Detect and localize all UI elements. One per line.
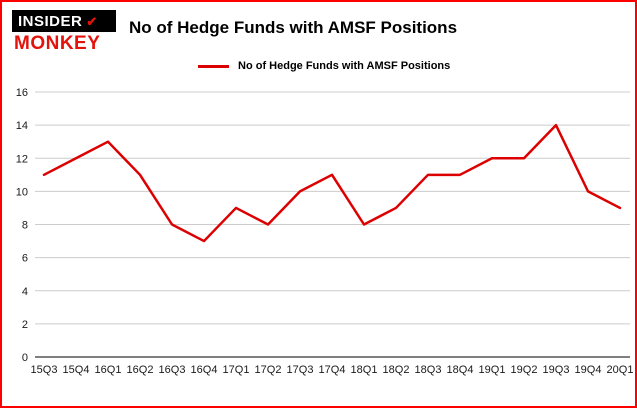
y-tick-label: 0 bbox=[22, 352, 28, 364]
x-tick-label: 16Q3 bbox=[159, 364, 186, 376]
logo-top-row: INSIDER ✔ bbox=[12, 10, 116, 32]
x-tick-label: 16Q2 bbox=[127, 364, 154, 376]
logo-check-icon: ✔ bbox=[86, 13, 98, 29]
x-tick-label: 17Q4 bbox=[319, 364, 346, 376]
y-tick-label: 16 bbox=[16, 87, 28, 99]
line-chart: 0 2 4 6 8 10 12 14 16 15Q3 15Q4 16Q1 16Q2 16Q3 16Q4 17Q… bbox=[16, 87, 634, 376]
insider-monkey-logo: INSIDER ✔ MONKEY bbox=[12, 10, 124, 55]
x-tick-label: 15Q3 bbox=[31, 364, 58, 376]
x-tick-label: 15Q4 bbox=[63, 364, 90, 376]
x-tick-label: 17Q2 bbox=[255, 364, 282, 376]
legend-line-swatch bbox=[198, 64, 229, 68]
x-tick-label: 18Q2 bbox=[383, 364, 410, 376]
x-tick-label: 17Q1 bbox=[223, 364, 250, 376]
y-tick-label: 8 bbox=[22, 220, 28, 232]
y-tick-label: 2 bbox=[22, 319, 28, 331]
x-tick-label: 16Q4 bbox=[191, 364, 218, 376]
x-tick-label: 19Q3 bbox=[543, 364, 570, 376]
y-tick-label: 6 bbox=[22, 253, 28, 265]
logo-text-insider: INSIDER bbox=[18, 13, 83, 30]
legend-label: No of Hedge Funds with AMSF Positions bbox=[238, 60, 451, 72]
x-tick-label: 18Q1 bbox=[351, 364, 378, 376]
x-tick-label: 18Q3 bbox=[415, 364, 442, 376]
y-tick-label: 10 bbox=[16, 186, 28, 198]
x-tick-label: 17Q3 bbox=[287, 364, 314, 376]
y-tick-label: 14 bbox=[16, 120, 28, 132]
x-tick-label: 19Q1 bbox=[479, 364, 506, 376]
legend: No of Hedge Funds with AMSF Positions bbox=[198, 60, 450, 72]
x-tick-label: 19Q2 bbox=[511, 364, 538, 376]
page-title: No of Hedge Funds with AMSF Positions bbox=[129, 18, 458, 37]
series-line bbox=[42, 123, 622, 243]
x-tick-label: 16Q1 bbox=[95, 364, 122, 376]
x-tick-label: 19Q4 bbox=[575, 364, 602, 376]
y-tick-label: 4 bbox=[22, 286, 28, 298]
x-tick-label: 18Q4 bbox=[447, 364, 474, 376]
y-tick-label: 12 bbox=[16, 153, 28, 165]
x-tick-label: 20Q1 bbox=[607, 364, 634, 376]
logo-text-monkey: MONKEY bbox=[14, 33, 101, 54]
